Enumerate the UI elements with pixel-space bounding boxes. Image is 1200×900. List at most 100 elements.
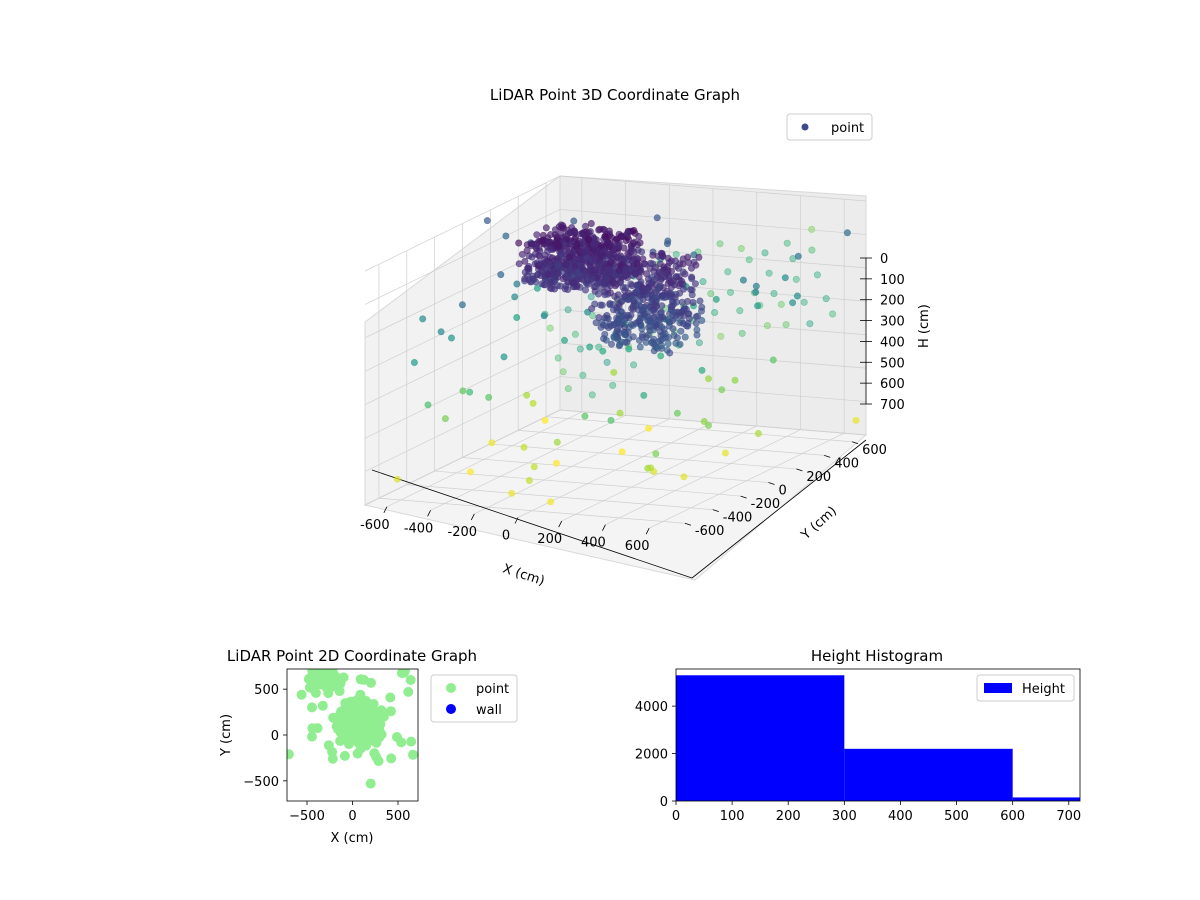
chart-3d-scatter: LiDAR Point 3D Coordinate Graph -600 -400… (360, 86, 932, 589)
scatter-point (638, 333, 646, 341)
tick-mark (602, 524, 606, 531)
y-axis-label-2d: Y (cm) (219, 714, 234, 757)
scatter-point (547, 246, 555, 254)
histogram-title: Height Histogram (811, 647, 943, 665)
scatter-point (568, 272, 576, 280)
scatter-point (738, 329, 746, 337)
scatter-point (541, 259, 549, 267)
points-3d (393, 214, 860, 506)
scatter-point (737, 245, 745, 253)
scatter-point (604, 266, 612, 274)
scatter-point (644, 313, 652, 321)
scatter-point (616, 278, 624, 286)
scatter-point (644, 331, 652, 339)
z-tick-label: 300 (880, 315, 905, 330)
scatter-point (684, 297, 692, 305)
scatter-point (560, 336, 568, 344)
scatter-point (521, 257, 529, 265)
scatter-point (334, 686, 345, 697)
scatter-point (556, 282, 564, 290)
scatter-point (307, 731, 317, 742)
z-tick-label: 100 (880, 273, 905, 288)
scatter-point (629, 333, 637, 341)
scatter-point (657, 309, 665, 317)
legend-3d-box (786, 113, 873, 141)
scatter-point (485, 393, 493, 401)
legend-3d: point (786, 113, 873, 141)
scatter-point (573, 243, 581, 251)
scatter-point (657, 342, 665, 350)
scatter-point (554, 354, 562, 362)
scatter-point (763, 322, 771, 330)
scatter-point (624, 230, 632, 238)
x-tick-label: 200 (537, 532, 562, 547)
scatter-point (681, 333, 689, 341)
scatter-point (287, 749, 294, 760)
legend-2d-marker-point (446, 683, 456, 693)
scatter-point (679, 268, 687, 276)
scatter-point (562, 261, 570, 269)
scatter-point (610, 368, 618, 376)
grid-line (364, 376, 867, 472)
scatter-point (633, 287, 641, 295)
scatter-point (597, 242, 605, 250)
scatter-point (617, 233, 625, 241)
scatter-point (310, 688, 321, 698)
scatter-point (669, 277, 677, 285)
legend-hist-swatch (984, 683, 1012, 693)
scatter-point (615, 300, 623, 308)
scatter-point (704, 421, 712, 429)
scatter-point (617, 261, 625, 269)
scatter-point (596, 225, 604, 233)
scatter-point (656, 321, 664, 329)
tick-mark (470, 513, 475, 521)
scatter-point (645, 323, 653, 331)
scatter-point (794, 252, 802, 260)
scatter-point (636, 296, 644, 304)
scatter-point (385, 706, 396, 717)
scatter-point (483, 217, 491, 225)
x-tick-label: 0 (672, 809, 680, 824)
tick-mark (740, 495, 747, 499)
scatter-point (782, 321, 790, 329)
scatter-point (649, 260, 657, 268)
scatter-point (623, 256, 631, 264)
scatter-point (419, 315, 427, 323)
scatter-point (584, 235, 592, 243)
scatter-point (621, 323, 629, 331)
scatter-point (687, 286, 695, 294)
scatter-point (579, 371, 587, 379)
scatter-point (638, 248, 646, 256)
tick-mark (851, 441, 859, 445)
tick-mark (645, 528, 650, 535)
scatter-point (547, 498, 555, 506)
scatter-point (695, 339, 703, 347)
scatter-point (781, 274, 789, 282)
scatter-point (571, 330, 579, 338)
scatter-point (564, 385, 572, 393)
scatter-point (658, 335, 666, 343)
scatter-point (653, 294, 661, 302)
scatter-point (532, 243, 540, 251)
tick-mark (558, 520, 563, 528)
scatter-point (553, 260, 561, 268)
scatter-point (668, 302, 676, 310)
x-tick-label: 300 (832, 809, 857, 824)
scatter-point (777, 300, 785, 308)
scatter-point (585, 229, 593, 237)
chart-height-histogram: Height Histogram 0 100 200 300 400 500 600 7000… (635, 647, 1081, 824)
scatter-point (591, 254, 599, 262)
scatter-point (770, 289, 778, 297)
scatter-point (718, 386, 726, 394)
scatter-point (589, 239, 597, 247)
scatter-point (552, 459, 560, 467)
scatter-point (652, 450, 660, 458)
x-tick-label: 600 (625, 539, 650, 554)
scatter-point (557, 221, 565, 229)
scatter-point (393, 475, 401, 483)
scatter-point (601, 232, 609, 240)
legend-2d-label-point: point (476, 682, 509, 697)
scatter-point (488, 439, 496, 447)
scatter-point (658, 302, 666, 310)
legend-2d-label-wall: wall (476, 703, 502, 718)
